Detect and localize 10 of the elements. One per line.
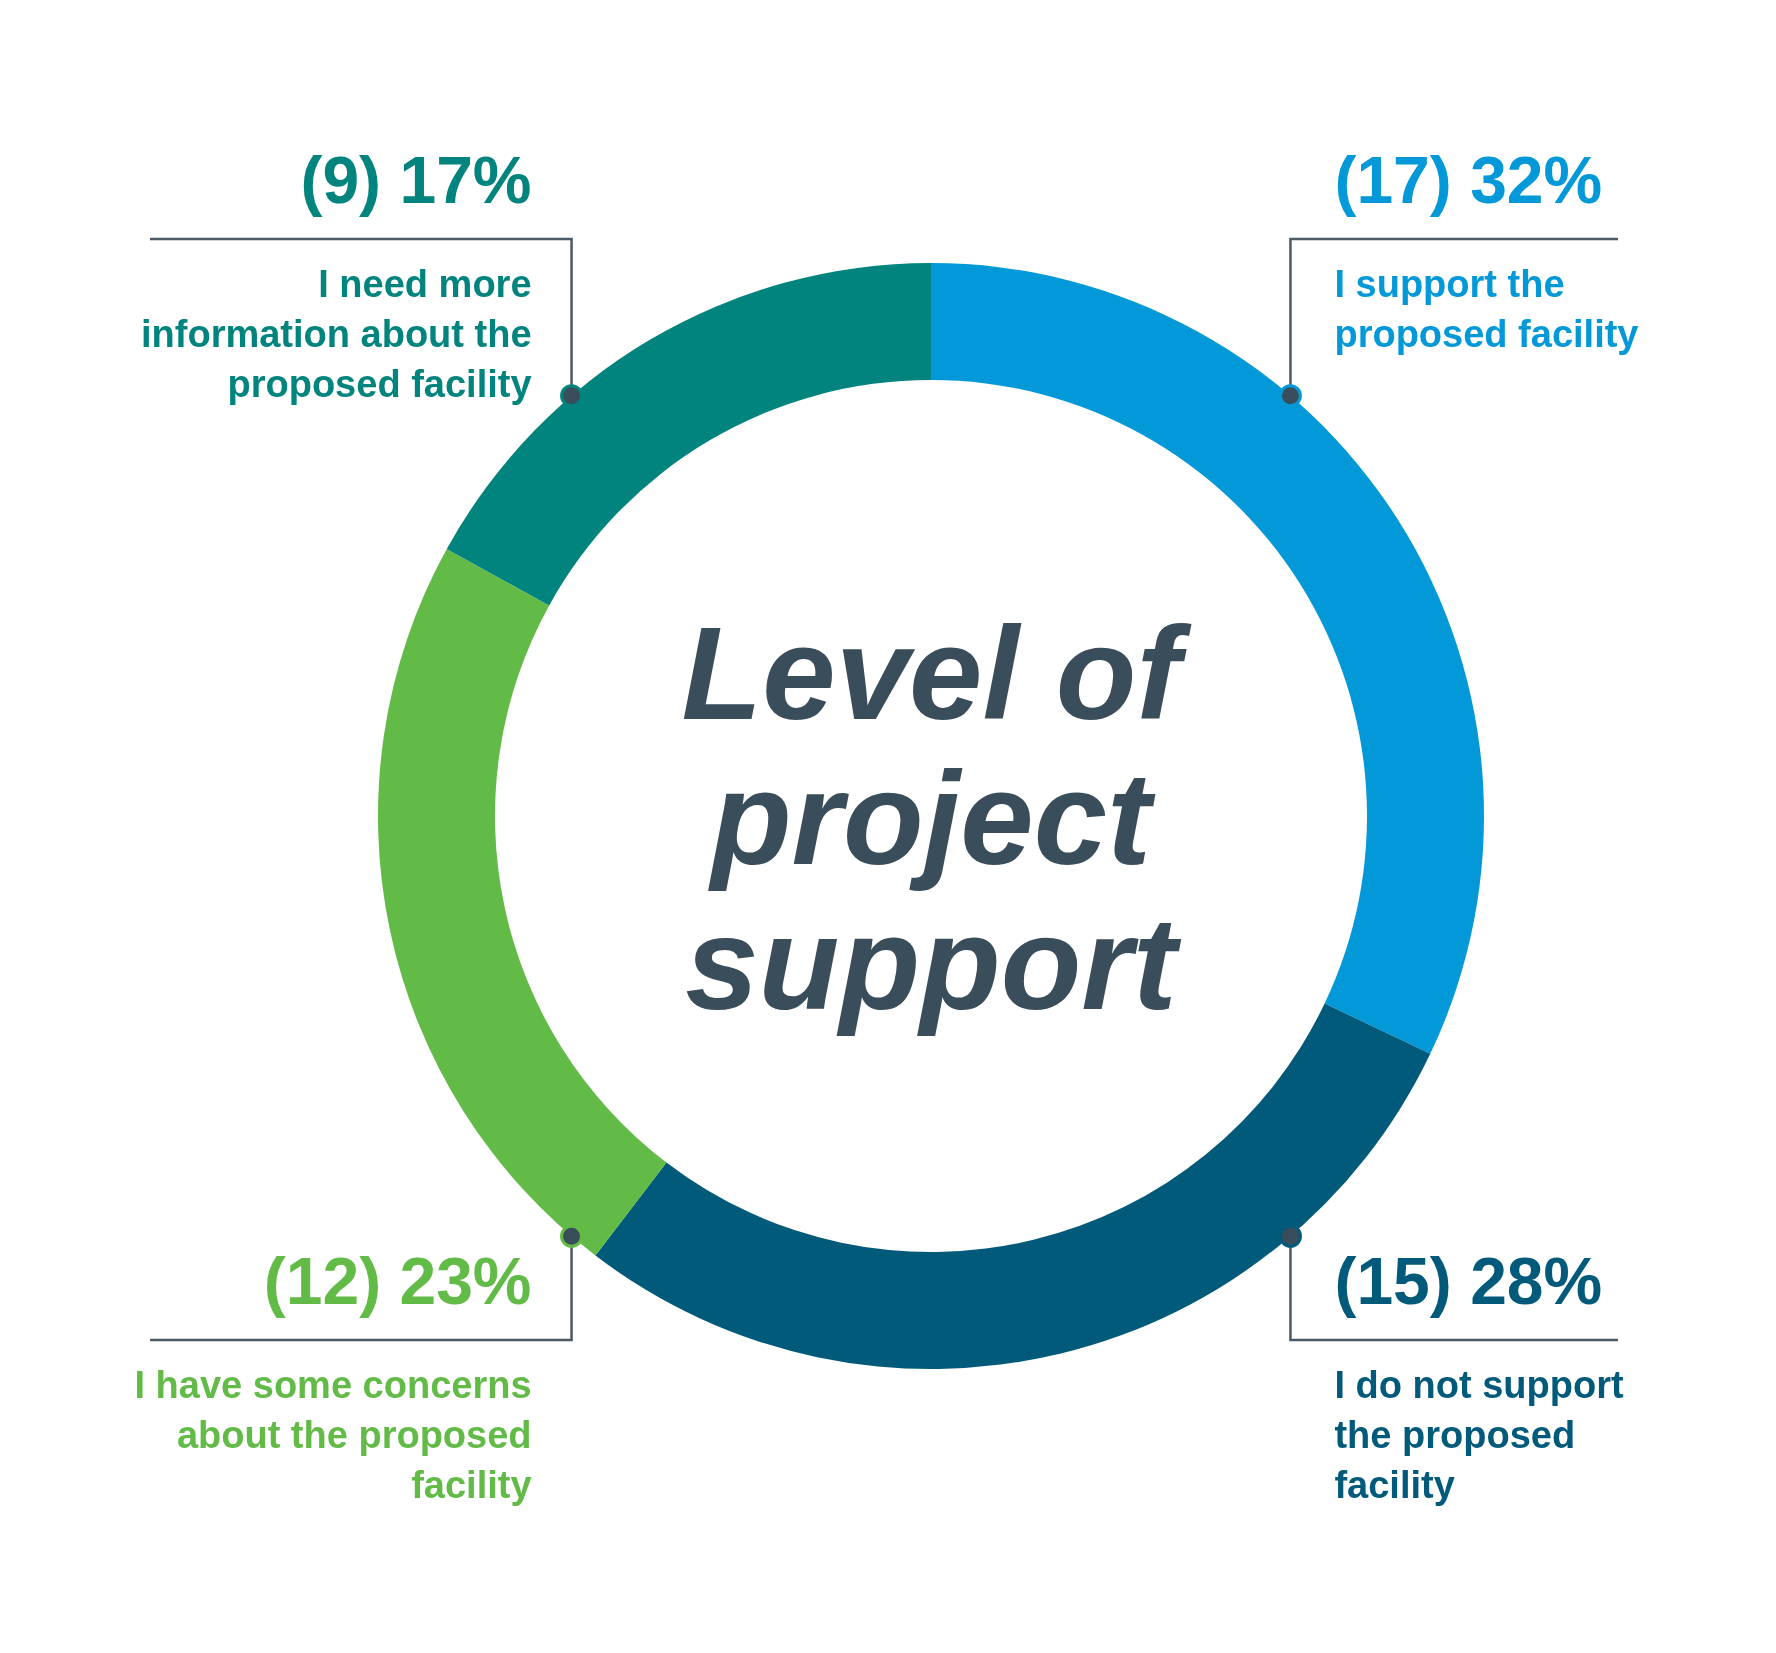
donut-slice	[378, 549, 667, 1256]
slice-label: I need more information about the proposed facility	[141, 263, 532, 405]
text: Level of project support	[681, 600, 1192, 1037]
slice-label: I do not support the proposed facility	[1334, 1364, 1624, 1506]
slice-label: I have some concerns about the proposed facility	[134, 1364, 532, 1506]
slice-label: I support the proposed facility	[1334, 263, 1639, 355]
data-label: (17) 32%	[1334, 143, 1603, 217]
data-label: (15) 28%	[1334, 1244, 1603, 1318]
data-label: (12) 23%	[263, 1244, 532, 1318]
data-label: (9) 17%	[300, 143, 532, 217]
